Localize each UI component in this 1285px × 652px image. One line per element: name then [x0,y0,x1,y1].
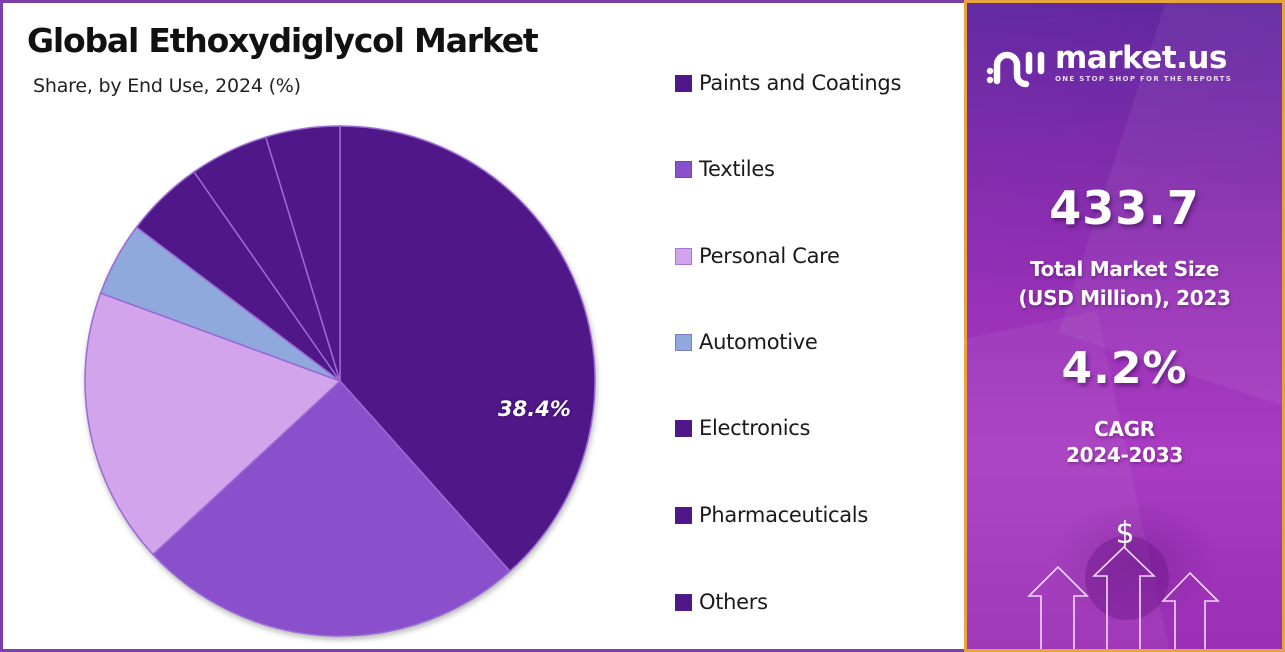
pie-slice-others [264,125,341,382]
pie-slice-personal-care [84,292,342,556]
chart-title: Global Ethoxydiglycol Market [27,21,539,60]
legend-swatch [675,74,692,92]
pie-data-label: 38.4% [498,397,571,421]
legend-label: Pharmaceuticals [699,503,868,527]
legend-label: Electronics [699,416,811,440]
chart-subtitle: Share, by End Use, 2024 (%) [33,75,301,97]
cagr-label-line2: 2024-2033 [1066,443,1183,467]
market-size-label-line1: Total Market Size [1029,257,1220,281]
legend-label: Personal Care [699,244,840,268]
brand-logo: market.us ONE STOP SHOP FOR THE REPORTS [985,41,1232,89]
legend-item-automotive: Automotive [675,330,818,354]
legend-item-personal-care: Personal Care [675,244,840,268]
pie-chart: 38.4% [82,123,598,639]
pie-slice-textiles [151,379,511,637]
market-size-label-line2: (USD Million), 2023 [1018,286,1231,310]
brand-name: market.us [1055,40,1227,76]
market-size-value: 433.7 [1049,181,1200,235]
cagr-label-line1: CAGR [1094,417,1155,441]
legend-item-textiles: Textiles [675,157,775,181]
chart-card: Global Ethoxydiglycol Market Share, by E… [0,0,964,652]
dollar-icon: $ [1115,516,1134,551]
legend-swatch [675,247,692,265]
pie-chart-svg [84,125,596,637]
legend-label: Textiles [699,157,775,181]
growth-arrows-icon: $ [1027,516,1220,649]
cagr-value: 4.2% [1061,343,1188,394]
market-us-logo-icon [986,51,1045,88]
summary-panel: market.us ONE STOP SHOP FOR THE REPORTS … [964,0,1285,652]
pie-slice-paints-and-coatings [339,125,596,573]
legend-swatch [675,333,692,351]
legend-item-paints-and-coatings: Paints and Coatings [675,71,901,95]
legend-swatch [675,506,692,524]
legend-item-pharmaceuticals: Pharmaceuticals [675,503,868,527]
legend-item-electronics: Electronics [675,416,810,440]
legend-swatch [675,419,692,437]
legend-swatch [675,160,692,178]
legend-label: Automotive [699,330,818,354]
brand-tagline: ONE STOP SHOP FOR THE REPORTS [1055,75,1233,83]
legend-label: Paints and Coatings [699,71,902,95]
legend-label: Others [699,590,768,614]
legend-swatch [675,593,692,611]
legend-item-others: Others [675,590,768,614]
